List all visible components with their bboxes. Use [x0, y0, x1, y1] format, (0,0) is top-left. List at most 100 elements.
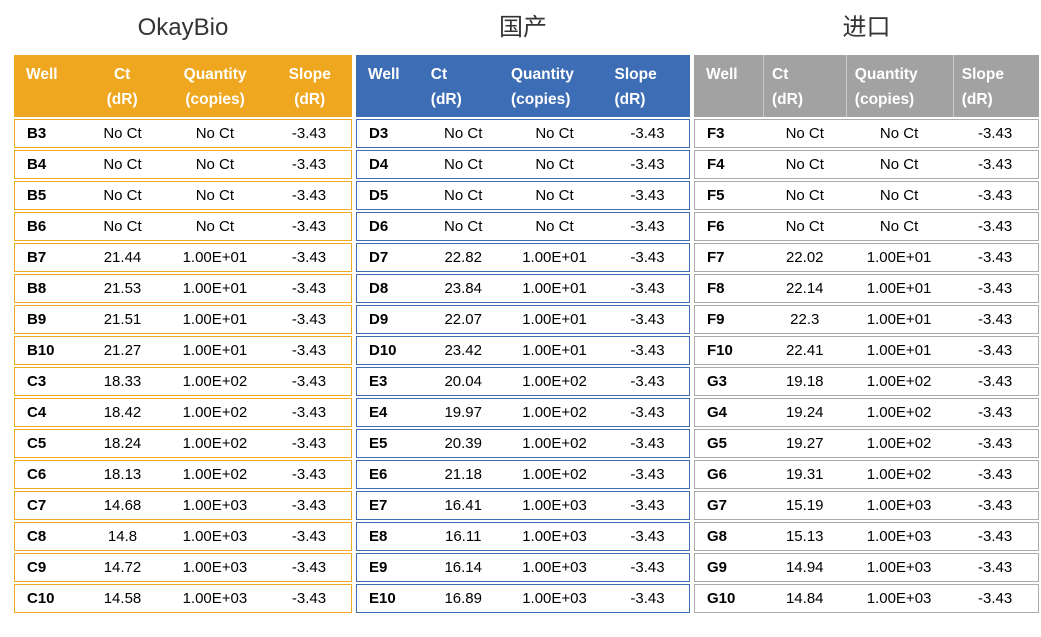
quantity-cell: 1.00E+02: [522, 404, 587, 421]
quantity-cell: 1.00E+02: [182, 373, 248, 390]
table-row: D6 No Ct No Ct -3.43: [356, 212, 690, 241]
table-row: G7 15.19 1.00E+03 -3.43: [694, 491, 1039, 520]
well-cell: C9: [27, 559, 47, 576]
quantity-cell: 1.00E+01: [182, 249, 248, 266]
ct-cell: 15.19: [785, 497, 824, 514]
table-row: E7 16.41 1.00E+03 -3.43: [356, 491, 690, 520]
slope-cell: -3.43: [978, 373, 1013, 390]
column-header-line1: Quantity: [854, 66, 918, 83]
table-row: B10 21.27 1.00E+01 -3.43: [14, 336, 352, 365]
table-row: E3 20.04 1.00E+02 -3.43: [356, 367, 690, 396]
well-cell: G10: [707, 590, 736, 607]
table-row: C9 14.72 1.00E+03 -3.43: [14, 553, 352, 582]
table-row: C6 18.13 1.00E+02 -3.43: [14, 460, 352, 489]
well-cell: F4: [707, 156, 725, 173]
column-header-quantity: Quantity (copies): [503, 55, 607, 117]
table-row: G6 19.31 1.00E+02 -3.43: [694, 460, 1039, 489]
quantity-cell: 1.00E+02: [182, 466, 248, 483]
quantity-cell: 1.00E+03: [522, 528, 587, 545]
well-cell: G7: [707, 497, 728, 514]
table-header-row: Well Ct (dR) Quantity (copies) Slope (dR): [14, 55, 352, 117]
table-row: D10 23.42 1.00E+01 -3.43: [356, 336, 690, 365]
column-header-ct: Ct (dR): [763, 55, 846, 117]
table-row: E9 16.14 1.00E+03 -3.43: [356, 553, 690, 582]
table-row: F3 No Ct No Ct -3.43: [694, 119, 1039, 148]
table-title: 进口: [842, 14, 891, 41]
slope-cell: -3.43: [291, 404, 327, 421]
slope-cell: -3.43: [291, 280, 327, 297]
ct-cell: 14.58: [103, 590, 142, 607]
well-cell: G8: [707, 528, 728, 545]
slope-cell: -3.43: [630, 342, 665, 359]
column-header-ct: Ct (dR): [423, 55, 503, 117]
slope-cell: -3.43: [630, 435, 665, 452]
slope-cell: -3.43: [978, 559, 1013, 576]
well-cell: C4: [27, 404, 47, 421]
table-title: 国产: [499, 14, 547, 41]
column-header-line1: Ct: [430, 66, 448, 83]
slope-cell: -3.43: [630, 559, 665, 576]
quantity-cell: 1.00E+03: [522, 559, 587, 576]
well-cell: D10: [369, 342, 397, 359]
quantity-cell: 1.00E+02: [522, 373, 587, 390]
quantity-cell: 1.00E+03: [182, 559, 248, 576]
column-header-line1: Well: [706, 66, 738, 83]
slope-cell: -3.43: [978, 280, 1013, 297]
ct-cell: 18.13: [103, 466, 142, 483]
quantity-cell: 1.00E+03: [866, 528, 932, 545]
column-header-line2: (dR): [430, 91, 462, 108]
well-cell: G9: [707, 559, 728, 576]
table-body: D3 No Ct No Ct -3.43 D4 No Ct No Ct -3.43 D5 No C…: [356, 119, 690, 613]
ct-cell: 20.39: [444, 435, 482, 452]
quantity-cell: 1.00E+03: [866, 590, 932, 607]
table-row: C3 18.33 1.00E+02 -3.43: [14, 367, 352, 396]
quantity-cell: 1.00E+01: [866, 311, 932, 328]
column-header-line2: (copies): [510, 91, 571, 108]
slope-cell: -3.43: [978, 187, 1013, 204]
ct-cell: 22.02: [785, 249, 824, 266]
quantity-cell: 1.00E+01: [522, 342, 587, 359]
column-header-line2: (dR): [294, 91, 326, 108]
ct-cell: 18.24: [103, 435, 142, 452]
column-header-slope: Slope (dR): [952, 55, 1039, 117]
slope-cell: -3.43: [291, 373, 327, 390]
table-row: B3 No Ct No Ct -3.43: [14, 119, 352, 148]
slope-cell: -3.43: [630, 218, 665, 235]
ct-cell: 23.84: [444, 280, 482, 297]
quantity-cell: 1.00E+01: [182, 280, 248, 297]
table-row: F6 No Ct No Ct -3.43: [694, 212, 1039, 241]
table-row: B5 No Ct No Ct -3.43: [14, 181, 352, 210]
well-cell: B7: [27, 249, 47, 266]
quantity-cell: 1.00E+02: [522, 435, 587, 452]
well-cell: D9: [369, 311, 389, 328]
slope-cell: -3.43: [630, 125, 665, 142]
ct-cell: 21.27: [103, 342, 142, 359]
slope-cell: -3.43: [291, 466, 327, 483]
table-row: F10 22.41 1.00E+01 -3.43: [694, 336, 1039, 365]
ct-cell: 16.14: [444, 559, 482, 576]
table-header-row: Well Ct (dR) Quantity (copies) Slope (dR): [356, 55, 690, 117]
table-row: D7 22.82 1.00E+01 -3.43: [356, 243, 690, 272]
ct-cell: No Ct: [785, 125, 824, 142]
quantity-cell: 1.00E+02: [866, 435, 932, 452]
well-cell: D4: [369, 156, 389, 173]
well-cell: E9: [369, 559, 388, 576]
table-row: B8 21.53 1.00E+01 -3.43: [14, 274, 352, 303]
slope-cell: -3.43: [291, 218, 327, 235]
well-cell: C6: [27, 466, 47, 483]
well-cell: E3: [369, 373, 388, 390]
ct-cell: 19.24: [785, 404, 824, 421]
slope-cell: -3.43: [978, 156, 1013, 173]
slope-cell: -3.43: [978, 528, 1013, 545]
well-cell: G5: [707, 435, 728, 452]
table-row: E4 19.97 1.00E+02 -3.43: [356, 398, 690, 427]
table-row: C4 18.42 1.00E+02 -3.43: [14, 398, 352, 427]
ct-cell: 16.41: [444, 497, 482, 514]
quantity-cell: No Ct: [195, 218, 235, 235]
results-table: Well Ct (dR) Quantity (copies) Slope (dR) D3 No…: [356, 55, 690, 613]
quantity-cell: No Ct: [195, 156, 235, 173]
slope-cell: -3.43: [630, 528, 665, 545]
column-header-quantity: Quantity (copies): [163, 55, 268, 117]
ct-cell: 22.07: [444, 311, 482, 328]
